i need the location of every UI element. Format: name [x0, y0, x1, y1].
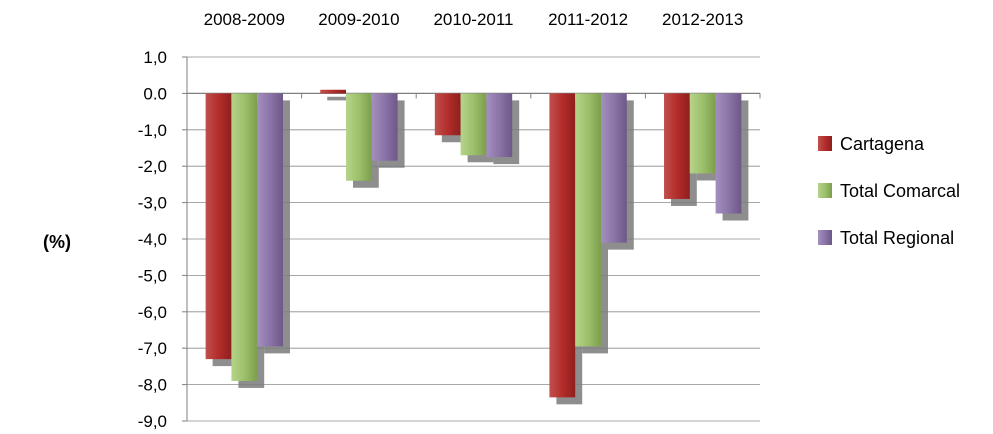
bar-cartagena — [434, 93, 461, 136]
x-category-label: 2012-2013 — [662, 10, 743, 29]
y-axis-label: (%) — [43, 232, 71, 252]
legend-swatch — [818, 230, 832, 245]
bar-total-regional — [371, 93, 398, 161]
y-tick-label: -8,0 — [138, 376, 167, 395]
y-tick-label: -6,0 — [138, 303, 167, 322]
x-category-label: 2008-2009 — [204, 10, 285, 29]
bar-total-regional — [486, 93, 513, 158]
bar-total-comarcal — [231, 93, 258, 381]
bar-total-comarcal — [575, 93, 601, 347]
legend: Cartagena Total Comarcal Total Regional — [818, 134, 960, 248]
bar-cartagena — [320, 89, 347, 94]
bar-cartagena — [549, 93, 576, 398]
y-tick-label: -9,0 — [138, 412, 167, 431]
bar-total-regional — [600, 93, 627, 243]
legend-swatch — [818, 183, 832, 198]
x-category-label: 2009-2010 — [318, 10, 399, 29]
bar-total-comarcal — [689, 93, 716, 174]
x-category-labels: 2008-2009 2009-2010 2010-2011 2011-2012 2012… — [204, 10, 744, 29]
y-tick-label: -7,0 — [138, 339, 167, 358]
legend-label: Total Regional — [840, 228, 954, 248]
bar-shadow — [327, 96, 354, 101]
y-tick-label: -5,0 — [138, 266, 167, 285]
bar-total-regional — [715, 93, 742, 214]
bar-total-comarcal — [460, 93, 487, 156]
legend-label: Cartagena — [840, 134, 925, 154]
y-tick-label: -3,0 — [138, 194, 167, 213]
legend-label: Total Comarcal — [840, 181, 960, 201]
y-tick-labels: 1,0 0.0 -1,0 -2,0 -3,0 -4,0 -5,0 -6,0 -7,0 -8,0 -9… — [138, 48, 167, 431]
bar-total-comarcal — [346, 93, 372, 181]
x-category-label: 2011-2012 — [548, 10, 628, 29]
bar-cartagena — [205, 93, 232, 360]
y-tick-label: -2,0 — [138, 157, 167, 176]
bar-cartagena — [664, 93, 690, 199]
y-tick-label: -4,0 — [138, 230, 167, 249]
y-tick-label: 1,0 — [143, 48, 167, 67]
legend-swatch — [818, 136, 832, 151]
x-category-label: 2010-2011 — [433, 10, 513, 29]
y-tick-label: 0.0 — [143, 84, 167, 103]
bar-total-regional — [257, 93, 283, 347]
bars — [205, 89, 742, 398]
y-tick-label: -1,0 — [138, 121, 167, 140]
